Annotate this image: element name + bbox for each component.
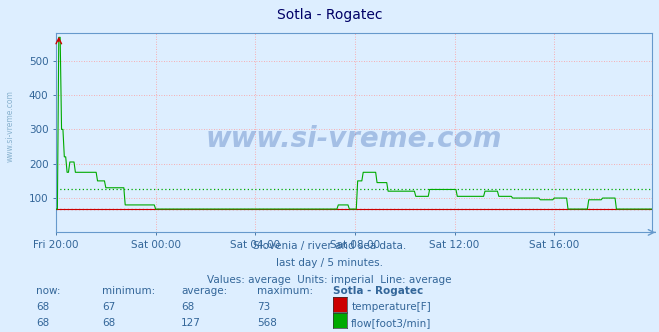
Text: minimum:: minimum: bbox=[102, 286, 156, 296]
Text: maximum:: maximum: bbox=[257, 286, 313, 296]
Text: www.si-vreme.com: www.si-vreme.com bbox=[206, 125, 502, 153]
Text: now:: now: bbox=[36, 286, 61, 296]
Text: 68: 68 bbox=[36, 318, 49, 328]
Text: 127: 127 bbox=[181, 318, 201, 328]
Text: last day / 5 minutes.: last day / 5 minutes. bbox=[276, 258, 383, 268]
Text: 68: 68 bbox=[36, 302, 49, 312]
Text: average:: average: bbox=[181, 286, 227, 296]
Text: Sotla - Rogatec: Sotla - Rogatec bbox=[277, 8, 382, 22]
Text: www.si-vreme.com: www.si-vreme.com bbox=[5, 90, 14, 162]
Text: 67: 67 bbox=[102, 302, 115, 312]
Text: Values: average  Units: imperial  Line: average: Values: average Units: imperial Line: av… bbox=[207, 275, 452, 285]
Text: 68: 68 bbox=[102, 318, 115, 328]
Text: Slovenia / river and sea data.: Slovenia / river and sea data. bbox=[253, 241, 406, 251]
Text: temperature[F]: temperature[F] bbox=[351, 302, 431, 312]
Text: flow[foot3/min]: flow[foot3/min] bbox=[351, 318, 432, 328]
Text: Sotla - Rogatec: Sotla - Rogatec bbox=[333, 286, 423, 296]
Text: 68: 68 bbox=[181, 302, 194, 312]
Text: 568: 568 bbox=[257, 318, 277, 328]
Text: 73: 73 bbox=[257, 302, 270, 312]
